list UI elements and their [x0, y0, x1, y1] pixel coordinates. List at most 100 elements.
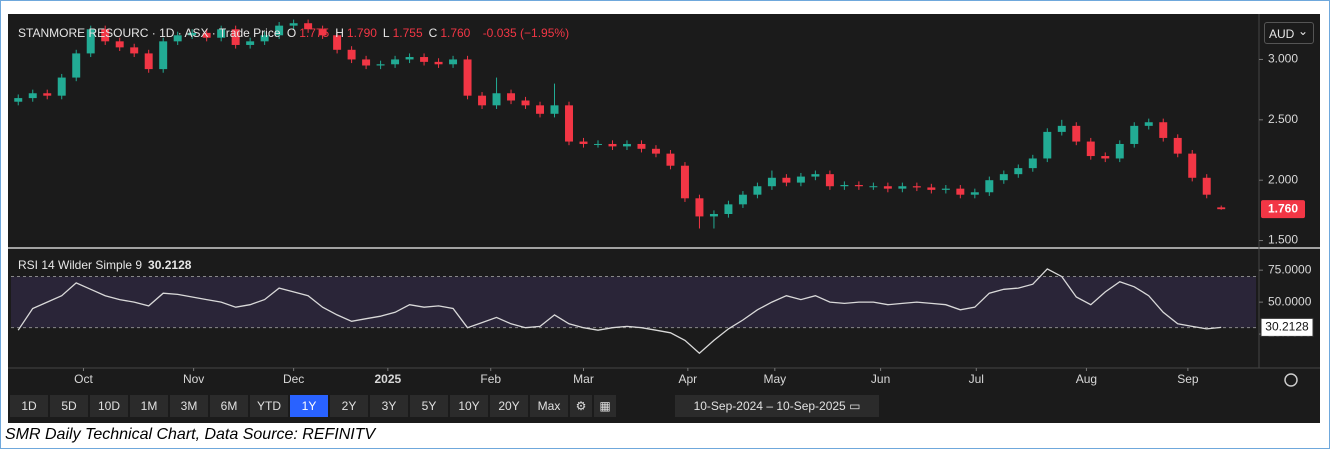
candle-body: [1057, 125, 1066, 132]
candle-body: [449, 59, 458, 65]
range-button[interactable]: 10D: [90, 395, 128, 417]
range-button[interactable]: 6M: [210, 395, 248, 417]
candle-body: [130, 47, 139, 54]
legend-key: H: [335, 26, 344, 40]
candle-body: [1202, 177, 1211, 195]
candle-body: [550, 105, 559, 114]
rsi-tick-label: 75.0000: [1268, 262, 1312, 276]
x-tick-label: Aug: [1076, 372, 1097, 386]
candle-body: [507, 93, 516, 101]
candle-body: [1072, 125, 1081, 142]
chart-header: STANMORE RESOURC · 1D · ASX · Trade Pric…: [18, 26, 575, 40]
rsi-value-tag: [1260, 317, 1314, 337]
candle-body: [709, 214, 718, 217]
range-button[interactable]: 1D: [10, 395, 48, 417]
candle-body: [579, 141, 588, 144]
x-tick-label: Mar: [573, 372, 594, 386]
date-from: 10-Sep-2024: [693, 399, 763, 413]
ohlc-legend: O 1.775 H 1.790 L 1.755 C 1.760: [287, 26, 477, 40]
x-tick-label: Apr: [679, 372, 698, 386]
candle-body: [767, 177, 776, 187]
calendar-icon: ▭: [849, 399, 861, 413]
candle-body: [796, 176, 805, 183]
candle-body: [188, 32, 197, 36]
rsi-value: 30.2128: [148, 258, 192, 272]
rsi-tick-label: 50.0000: [1268, 294, 1312, 308]
candle-body: [869, 186, 878, 188]
candle-body: [753, 186, 762, 195]
candle-body: [231, 29, 240, 45]
candle-body: [811, 174, 820, 177]
candle-body: [14, 98, 23, 102]
y-tick-label: 2.000: [1268, 172, 1298, 186]
candle-body: [1173, 137, 1182, 154]
range-button[interactable]: Max: [530, 395, 568, 417]
range-button[interactable]: 1M: [130, 395, 168, 417]
legend-key: L: [382, 26, 390, 40]
price-change: -0.035 (−1.95%): [482, 26, 570, 40]
candle-body: [738, 194, 747, 205]
rsi-header: RSI 14 Wilder Simple 9 30.2128: [18, 258, 191, 272]
currency-dropdown[interactable]: AUD: [1264, 20, 1314, 44]
candle-body: [86, 29, 95, 54]
range-button[interactable]: 20Y: [490, 395, 528, 417]
range-button[interactable]: 10Y: [450, 395, 488, 417]
candle-body: [840, 185, 849, 187]
x-tick-label: Nov: [183, 372, 204, 386]
x-tick-label: 2025: [374, 372, 401, 386]
x-tick-label: Feb: [480, 372, 501, 386]
candle-body: [43, 93, 52, 96]
range-button[interactable]: 3Y: [370, 395, 408, 417]
candle-body: [637, 143, 646, 149]
candle-body: [927, 187, 936, 190]
candle-body: [144, 53, 153, 70]
range-button[interactable]: 3M: [170, 395, 208, 417]
table-button[interactable]: ▦: [594, 395, 616, 417]
candle-body: [391, 59, 400, 65]
range-button[interactable]: 5Y: [410, 395, 448, 417]
y-tick-label: 1.500: [1268, 233, 1298, 247]
x-tick-label: Sep: [1177, 372, 1199, 386]
candle-body: [405, 57, 414, 60]
candle-body: [898, 186, 907, 189]
chart-panel: 1.5002.0002.5003.00025.000050.000075.000…: [8, 14, 1320, 423]
candle-body: [318, 29, 327, 36]
candle-body: [1086, 141, 1095, 157]
range-button[interactable]: 5D: [50, 395, 88, 417]
candle-body: [985, 180, 994, 193]
candle-body: [304, 23, 313, 30]
date-range[interactable]: 10-Sep-2024 – 10-Sep-2025 ▭: [675, 395, 879, 417]
legend-key: C: [428, 26, 438, 40]
chart-title: STANMORE RESOURC · 1D · ASX · Trade Pric…: [18, 26, 281, 40]
range-button[interactable]: 1Y: [290, 395, 328, 417]
x-tick-label: May: [763, 372, 786, 386]
last-price-tag: [1261, 200, 1305, 219]
y-tick-label: 3.000: [1268, 52, 1298, 66]
candle-body: [289, 23, 298, 26]
rsi-title: RSI 14 Wilder Simple 9: [18, 258, 143, 272]
candle-body: [724, 204, 733, 215]
candle-body: [434, 61, 443, 65]
rsi-value-tag-label: 30.2128: [1265, 320, 1309, 334]
candle-body: [72, 53, 81, 78]
candle-body: [999, 174, 1008, 181]
legend-value: 1.760: [440, 26, 471, 40]
rsi-band: [11, 276, 1256, 328]
candle-body: [1014, 168, 1023, 175]
candle-body: [159, 41, 168, 70]
candle-body: [478, 95, 487, 106]
candle-body: [362, 59, 371, 66]
candle-body: [883, 186, 892, 189]
settings-button[interactable]: ⚙: [570, 395, 592, 417]
candle-body: [521, 100, 530, 106]
range-button[interactable]: YTD: [250, 395, 288, 417]
legend-value: 1.790: [346, 26, 377, 40]
candle-body: [217, 29, 226, 38]
candle-body: [1028, 158, 1037, 169]
candle-body: [608, 143, 617, 147]
y-tick-label: 2.500: [1268, 112, 1298, 126]
range-button[interactable]: 2Y: [330, 395, 368, 417]
candle-body: [695, 198, 704, 217]
last-price-label: 1.760: [1268, 201, 1298, 215]
